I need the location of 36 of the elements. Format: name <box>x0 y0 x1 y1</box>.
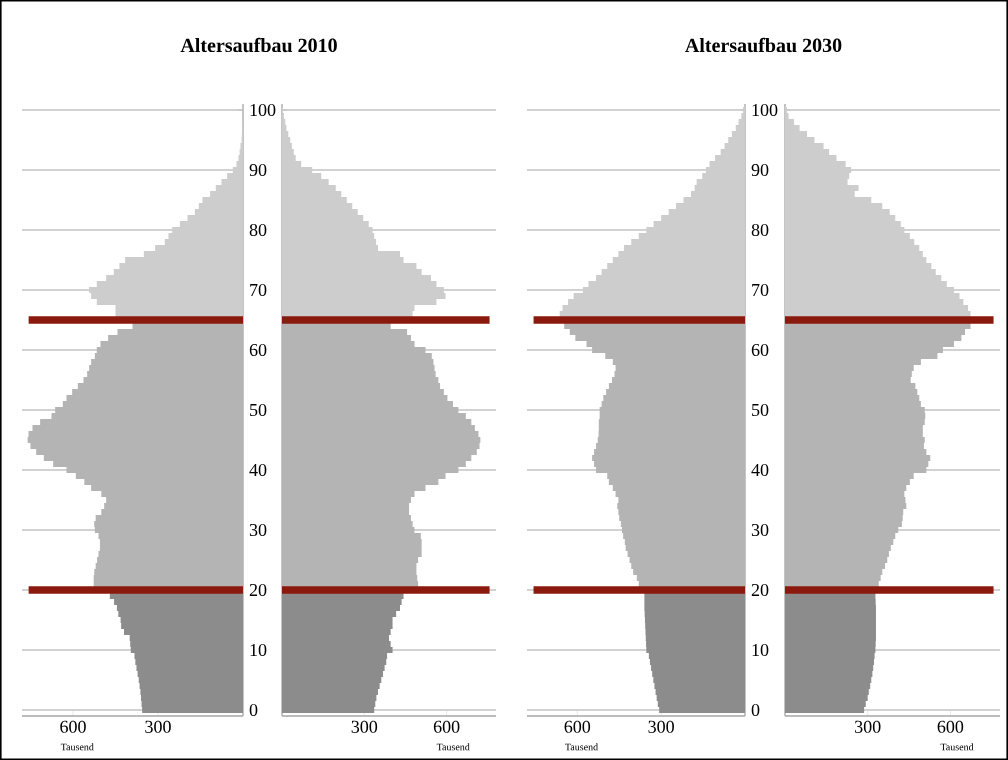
y-tick-label: 50 <box>752 403 769 417</box>
x-tick-label: 600 <box>564 720 591 733</box>
y-tick-label: 70 <box>250 283 267 297</box>
x-tick-label: 600 <box>433 720 460 733</box>
chart-title: Altersaufbau 2010 <box>180 37 337 53</box>
y-tick-label: 60 <box>249 343 267 357</box>
y-tick-label: 100 <box>752 103 778 117</box>
x-axis-title: Tausend <box>436 743 470 751</box>
y-tick-label: 10 <box>250 643 267 657</box>
x-axis-title: Tausend <box>60 743 94 751</box>
x-tick-label: 300 <box>351 720 378 733</box>
y-tick-label: 80 <box>751 223 769 237</box>
y-tick-label: 10 <box>752 643 769 657</box>
y-tick-label: 100 <box>250 103 276 117</box>
y-tick-label: 0 <box>751 703 760 717</box>
y-tick-label: 90 <box>751 163 769 177</box>
x-tick-label: 300 <box>855 720 881 733</box>
x-tick-label: 600 <box>937 720 964 733</box>
y-tick-label: 30 <box>751 523 769 537</box>
y-tick-label: 70 <box>752 283 769 297</box>
y-tick-label: 80 <box>249 223 267 237</box>
y-tick-label: 30 <box>249 523 267 537</box>
x-tick-label: 600 <box>60 720 86 733</box>
y-tick-label: 20 <box>751 583 769 597</box>
x-axis-title: Tausend <box>940 743 974 751</box>
y-tick-label: 90 <box>249 163 267 177</box>
y-tick-label: 40 <box>249 463 267 477</box>
x-tick-label: 300 <box>648 720 674 733</box>
chart-title: Altersaufbau 2030 <box>685 37 842 53</box>
x-tick-label: 300 <box>145 720 171 733</box>
y-tick-label: 50 <box>250 403 267 417</box>
y-tick-label: 0 <box>249 703 258 717</box>
y-tick-label: 20 <box>249 583 267 597</box>
y-tick-label: 40 <box>751 463 769 477</box>
y-tick-label: 60 <box>751 343 769 357</box>
x-axis-title: Tausend <box>565 743 598 751</box>
